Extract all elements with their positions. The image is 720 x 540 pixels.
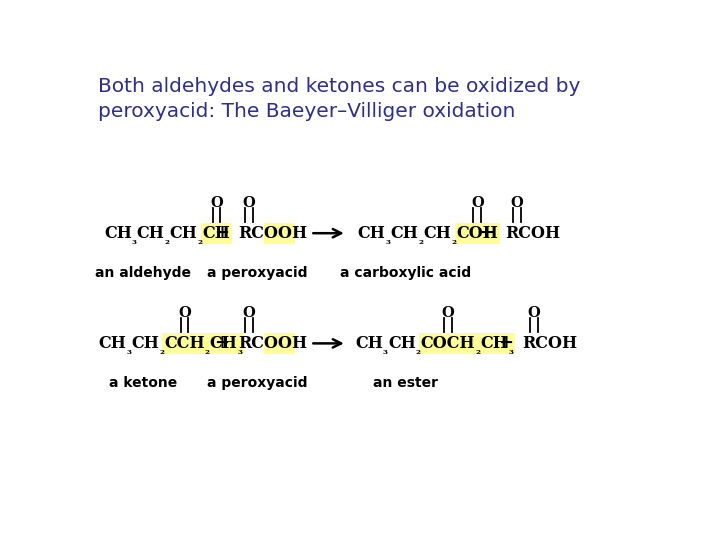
Text: ₃: ₃ xyxy=(508,346,513,356)
Text: O: O xyxy=(471,196,484,210)
Text: a peroxyacid: a peroxyacid xyxy=(207,266,307,280)
Text: O: O xyxy=(442,306,454,320)
Text: ₃: ₃ xyxy=(383,346,388,356)
Text: a peroxyacid: a peroxyacid xyxy=(207,376,307,390)
Text: CH: CH xyxy=(358,225,386,242)
Text: an aldehyde: an aldehyde xyxy=(95,266,191,280)
Text: ₂: ₂ xyxy=(159,346,164,356)
Text: O: O xyxy=(510,196,523,210)
Text: CH: CH xyxy=(391,225,418,242)
Text: ₃: ₃ xyxy=(126,346,131,356)
Text: CH: CH xyxy=(137,225,165,242)
Text: CH: CH xyxy=(210,335,238,352)
Text: +: + xyxy=(214,224,229,242)
Text: CH: CH xyxy=(388,335,416,352)
Text: CH: CH xyxy=(202,225,230,242)
Text: RCOH: RCOH xyxy=(505,225,561,242)
Text: O: O xyxy=(243,306,256,320)
Text: ₂: ₂ xyxy=(418,235,423,246)
Text: CH: CH xyxy=(355,335,383,352)
Text: ₃: ₃ xyxy=(386,235,391,246)
Text: CH: CH xyxy=(99,335,126,352)
FancyBboxPatch shape xyxy=(419,333,515,354)
Text: O: O xyxy=(527,306,540,320)
Text: COH: COH xyxy=(456,225,498,242)
Text: a carboxylic acid: a carboxylic acid xyxy=(340,266,471,280)
Text: a ketone: a ketone xyxy=(109,376,177,390)
Text: CH: CH xyxy=(131,335,159,352)
Text: ₂: ₂ xyxy=(204,346,210,356)
Text: CH: CH xyxy=(104,225,132,242)
Text: CH: CH xyxy=(170,225,197,242)
FancyBboxPatch shape xyxy=(201,223,232,244)
Text: CH: CH xyxy=(480,335,508,352)
Text: +: + xyxy=(479,224,494,242)
Text: CH: CH xyxy=(423,225,451,242)
Text: ₃: ₃ xyxy=(238,346,243,356)
FancyBboxPatch shape xyxy=(163,333,244,354)
Text: +: + xyxy=(214,334,229,353)
FancyBboxPatch shape xyxy=(264,333,295,354)
Text: ₂: ₂ xyxy=(197,235,202,246)
Text: +: + xyxy=(498,334,513,353)
Text: ₃: ₃ xyxy=(132,235,137,246)
FancyBboxPatch shape xyxy=(264,223,295,244)
Text: RCOOH: RCOOH xyxy=(238,335,307,352)
Text: ₂: ₂ xyxy=(165,235,170,246)
Text: O: O xyxy=(210,196,223,210)
Text: RCOH: RCOH xyxy=(523,335,577,352)
Text: O: O xyxy=(243,196,256,210)
Text: ₂: ₂ xyxy=(416,346,420,356)
FancyBboxPatch shape xyxy=(455,223,500,244)
Text: COCH: COCH xyxy=(420,335,475,352)
Text: RCOOH: RCOOH xyxy=(238,225,307,242)
Text: Both aldehydes and ketones can be oxidized by
peroxyacid: The Baeyer–Villiger ox: Both aldehydes and ketones can be oxidiz… xyxy=(99,77,581,120)
Text: ₂: ₂ xyxy=(475,346,480,356)
Text: O: O xyxy=(178,306,191,320)
Text: CCH: CCH xyxy=(164,335,204,352)
Text: an ester: an ester xyxy=(373,376,438,390)
Text: ₂: ₂ xyxy=(451,235,456,246)
